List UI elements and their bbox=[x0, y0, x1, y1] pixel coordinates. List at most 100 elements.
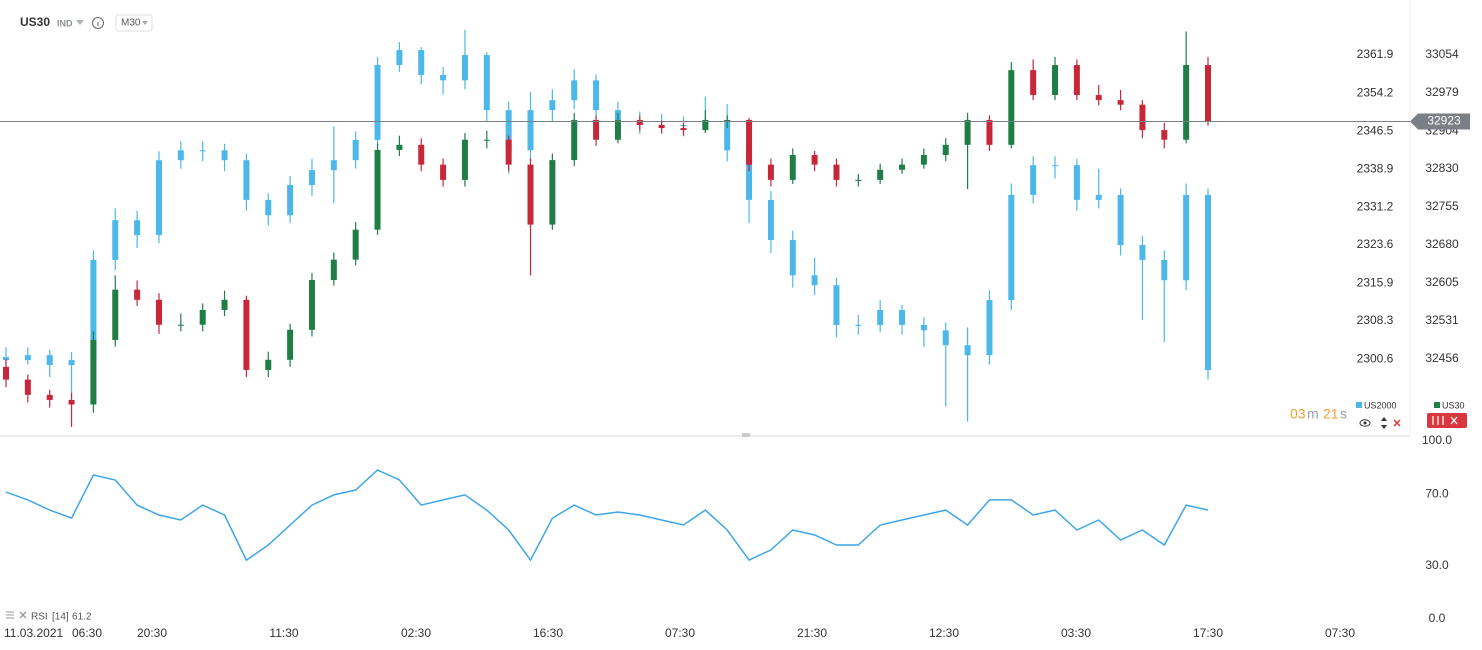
candle-body bbox=[614, 119, 621, 140]
candle-body bbox=[46, 394, 53, 400]
candle-body bbox=[68, 399, 75, 405]
timeframe-box[interactable] bbox=[115, 14, 153, 32]
candle-body bbox=[265, 199, 272, 216]
x-tick-label: 07:30 bbox=[665, 626, 695, 640]
candle-body bbox=[1183, 194, 1190, 281]
candle-body bbox=[155, 299, 162, 325]
candle-body bbox=[767, 199, 774, 241]
x-tick-label: 12:30 bbox=[929, 626, 959, 640]
candle-body bbox=[767, 164, 774, 180]
symbol[interactable]: US30 bbox=[20, 15, 50, 29]
candle-body bbox=[1161, 259, 1168, 281]
start-date: 11.03.2021 bbox=[4, 626, 63, 640]
y2-tick-label: 2338.9 bbox=[1357, 161, 1394, 175]
candle-body bbox=[702, 119, 709, 131]
candle-body bbox=[112, 220, 119, 260]
candle-body bbox=[527, 164, 534, 225]
candle-body bbox=[1030, 165, 1037, 195]
y2-tick-label: 2308.3 bbox=[1357, 313, 1394, 327]
eye-icon[interactable] bbox=[1359, 419, 1371, 427]
candle-body bbox=[920, 154, 927, 165]
candle-body bbox=[3, 366, 9, 380]
candle-body bbox=[1052, 165, 1059, 167]
y2-tick-label: 2361.9 bbox=[1357, 47, 1394, 61]
candle-body bbox=[3, 357, 9, 361]
candle-body bbox=[440, 164, 447, 180]
candle-body bbox=[658, 125, 665, 129]
candle-body bbox=[789, 240, 796, 276]
countdown-unit: s bbox=[1340, 406, 1347, 422]
candle-body bbox=[855, 324, 862, 326]
candle-body bbox=[855, 179, 862, 181]
candle-body bbox=[461, 139, 468, 180]
x-tick-label: 02:30 bbox=[401, 626, 431, 640]
y2-tick-label: 2354.2 bbox=[1357, 85, 1394, 99]
candle-body bbox=[833, 164, 840, 180]
legend-swatch bbox=[1434, 402, 1440, 408]
candle-body bbox=[571, 119, 578, 161]
candle-body bbox=[1161, 130, 1168, 140]
indicator-name: RSI bbox=[31, 612, 48, 623]
candle-body bbox=[287, 329, 294, 360]
candle-body bbox=[90, 339, 97, 405]
candle-body bbox=[112, 289, 119, 340]
y-tick-label: 32830 bbox=[1425, 161, 1459, 175]
settings-icons bbox=[1432, 416, 1458, 425]
candle-body bbox=[746, 119, 753, 165]
x-tick-label: 07:30 bbox=[1325, 626, 1355, 640]
y-tick-label: 32680 bbox=[1425, 237, 1459, 251]
candle-body bbox=[483, 139, 490, 141]
indicator-parameters: [14] bbox=[52, 612, 69, 623]
candle-body bbox=[1117, 100, 1124, 105]
timeframe[interactable]: M30 bbox=[121, 18, 141, 29]
x-tick-label: 11:30 bbox=[269, 626, 298, 640]
dropdown-arrow[interactable] bbox=[76, 20, 84, 25]
indicator-menu-icon[interactable] bbox=[6, 611, 14, 619]
candle-body bbox=[724, 120, 731, 151]
y-tick-label: 33054 bbox=[1425, 47, 1459, 61]
candle-body bbox=[177, 150, 184, 161]
remove-icon[interactable] bbox=[1393, 419, 1401, 427]
candle-body bbox=[1073, 65, 1080, 96]
candle-body bbox=[1139, 104, 1146, 131]
candle-body bbox=[90, 259, 97, 361]
candle-body bbox=[1030, 70, 1037, 96]
settings-button[interactable] bbox=[1427, 413, 1467, 428]
legend-label: US2000 bbox=[1364, 400, 1397, 410]
candle-body bbox=[811, 154, 818, 165]
candle-body bbox=[505, 110, 512, 151]
candle-body bbox=[483, 55, 490, 111]
y-tick-label: 32605 bbox=[1425, 275, 1459, 289]
candle-body bbox=[68, 360, 75, 366]
candle-body bbox=[1095, 95, 1102, 101]
last-price-tag bbox=[1410, 113, 1470, 130]
y2-tick-label: 2323.6 bbox=[1357, 237, 1394, 251]
last-price-label: 32923 bbox=[1427, 114, 1461, 128]
candle-body bbox=[24, 379, 31, 395]
info-icon[interactable] bbox=[92, 17, 104, 29]
candle-body bbox=[24, 355, 31, 361]
candle-body bbox=[877, 169, 884, 180]
candle-body bbox=[877, 310, 884, 325]
candle-body bbox=[746, 150, 753, 200]
candle-body bbox=[330, 259, 337, 281]
x-tick-label: 20:30 bbox=[137, 626, 167, 640]
legend-label: US30 bbox=[1442, 400, 1465, 410]
candle-body bbox=[1095, 194, 1102, 200]
countdown-minutes: 03 bbox=[1290, 406, 1306, 422]
candle-body bbox=[1073, 165, 1080, 200]
candle-body bbox=[1052, 65, 1059, 96]
candle-body bbox=[593, 80, 600, 111]
indicator-remove-icon[interactable] bbox=[19, 611, 27, 619]
candle-body bbox=[134, 220, 141, 236]
candle-body bbox=[1008, 70, 1015, 145]
candle-body bbox=[899, 310, 906, 325]
candle-body bbox=[964, 119, 971, 145]
move-icon[interactable] bbox=[1381, 417, 1387, 429]
candle-body bbox=[986, 300, 993, 356]
candle-body bbox=[920, 324, 927, 331]
candle-body bbox=[1139, 245, 1146, 260]
candle-body bbox=[374, 149, 381, 230]
candle-body bbox=[549, 100, 556, 111]
